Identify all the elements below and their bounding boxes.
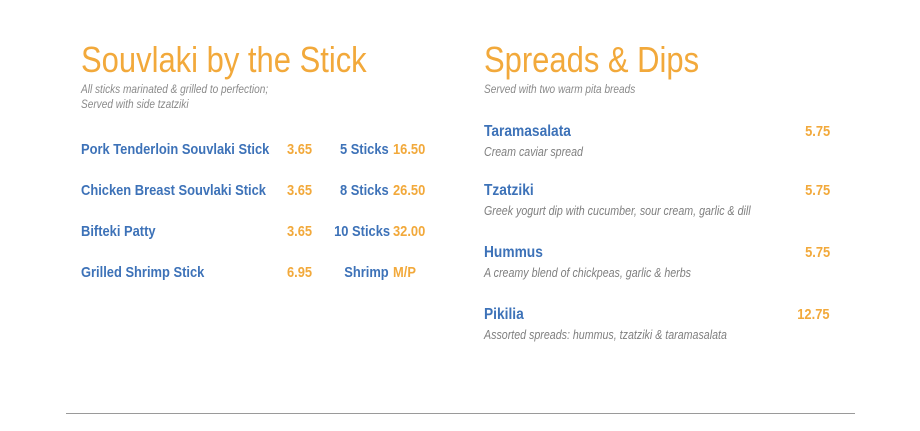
spread-price: 5.75	[804, 123, 830, 140]
item-quantity: Shrimp	[344, 264, 389, 281]
spread-name: Pikilia	[484, 306, 524, 323]
souvlaki-subtitle-line2: Served with side tzatziki	[81, 97, 189, 111]
spreads-subtitle: Served with two warm pita breads	[484, 82, 636, 96]
souvlaki-section: Souvlaki by the Stick All sticks marinat…	[81, 38, 441, 281]
spread-price: 5.75	[804, 244, 830, 261]
spread-price: 5.75	[804, 182, 830, 199]
item-quantity-price: 26.50	[393, 182, 426, 199]
bottom-divider	[66, 413, 855, 414]
souvlaki-subtitle-line1: All sticks marinated & grilled to perfec…	[81, 82, 269, 96]
item-name: Bifteki Patty	[81, 223, 156, 240]
spread-name: Hummus	[484, 244, 543, 261]
item-name: Chicken Breast Souvlaki Stick	[81, 182, 266, 199]
spread-description: Greek yogurt dip with cucumber, sour cre…	[484, 203, 751, 218]
spreads-title: Spreads & Dips	[484, 39, 700, 80]
spread-name: Tzatziki	[484, 182, 534, 199]
spread-name: Taramasalata	[484, 123, 571, 140]
item-price: 3.65	[287, 182, 313, 199]
item-name: Grilled Shrimp Stick	[81, 264, 205, 281]
item-quantity: 10 Sticks	[334, 223, 391, 240]
item-quantity-price: 16.50	[393, 141, 426, 158]
item-price: 3.65	[287, 223, 313, 240]
spread-description: Assorted spreads: hummus, tzatziki & tar…	[484, 327, 727, 342]
spread-price: 12.75	[797, 306, 830, 323]
souvlaki-title: Souvlaki by the Stick	[81, 39, 367, 80]
spread-description: A creamy blend of chickpeas, garlic & he…	[484, 265, 691, 280]
item-price: 6.95	[287, 264, 313, 281]
item-price: 3.65	[287, 141, 313, 158]
item-quantity-price: M/P	[393, 264, 416, 281]
item-name: Pork Tenderloin Souvlaki Stick	[81, 141, 270, 158]
spread-description: Cream caviar spread	[484, 144, 583, 159]
item-quantity-price: 32.00	[393, 223, 426, 240]
item-quantity: 5 Sticks	[340, 141, 389, 158]
spreads-section: Spreads & Dips Served with two warm pita…	[484, 38, 844, 342]
item-quantity: 8 Sticks	[340, 182, 389, 199]
